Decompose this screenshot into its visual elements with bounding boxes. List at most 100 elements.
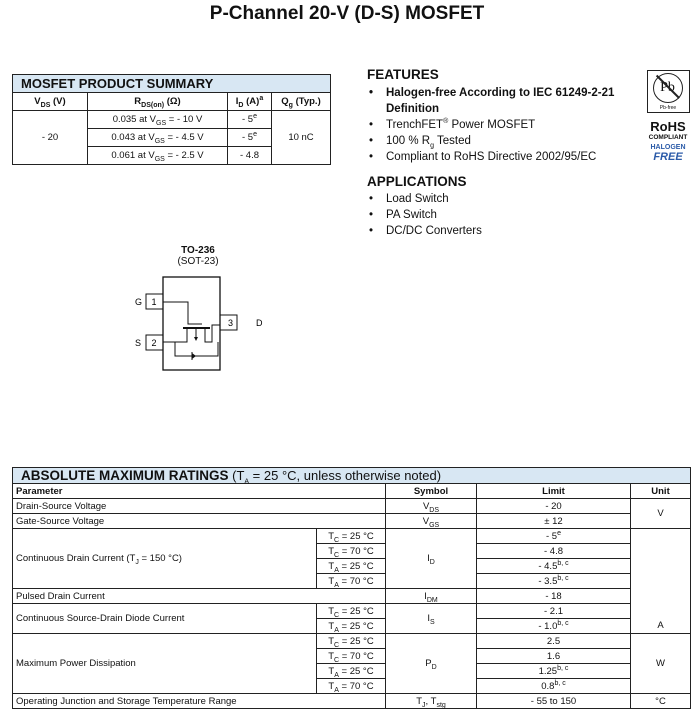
condition-cell: TA = 25 °C [316, 663, 386, 679]
summary-header-row: VDS (V) RDS(on) (Ω) ID (A)a Qg (Typ.) [12, 92, 331, 111]
table-row: TA = 25 °C 1.25b, c [13, 663, 691, 679]
limit-cell: - 20 [476, 498, 631, 514]
limit-cell: ± 12 [476, 513, 631, 529]
application-item: DC/DC Converters [367, 223, 637, 239]
limit-cell: 1.6 [476, 648, 631, 664]
table-row: TC = 70 °C - 4.8 [13, 543, 691, 559]
rds-value: 0.061 at VGS = - 2.5 V [87, 146, 228, 165]
condition-cell: TC = 25 °C [316, 528, 386, 544]
compliant-label: COMPLIANT [648, 134, 688, 141]
qg-value: 10 nC [271, 110, 331, 165]
package-diagram: TO-236 (SOT-23) [120, 245, 276, 267]
condition-cell: TC = 70 °C [316, 543, 386, 559]
pin-2-number: 2 [151, 338, 156, 348]
symbol-cell: TJ, Tstg [385, 693, 477, 709]
id-header: ID (A)a [227, 92, 272, 111]
parameter-cell: Drain-Source Voltage [12, 498, 386, 514]
condition-cell: TC = 70 °C [316, 648, 386, 664]
feature-item: Compliant to RoHS Directive 2002/95/EC [367, 149, 637, 165]
parameter-cell: Continuous Source-Drain Diode Current [12, 603, 317, 634]
table-row: Operating Junction and Storage Temperatu… [12, 693, 691, 709]
feature-item: TrenchFET® Power MOSFET [367, 117, 637, 133]
id-value: - 5e [227, 128, 272, 147]
feature-item: Halogen-free According to IEC 61249-2-21… [367, 85, 637, 117]
limit-header: Limit [476, 483, 631, 499]
pin-3-label: D [256, 318, 263, 328]
halogen-label: HALOGEN [650, 144, 686, 151]
qg-header: Qg (Typ.) [271, 92, 331, 111]
table-row: Continuous Source-Drain Diode Current TC … [12, 603, 691, 634]
table-row: TA = 25 °C - 4.5b, c [13, 558, 691, 574]
unit-header: Unit [630, 483, 691, 499]
pin-1-number: 1 [151, 297, 156, 307]
symbol-header: Symbol [385, 483, 477, 499]
absolute-maximum-ratings-table: ABSOLUTE MAXIMUM RATINGS (TA = 25 °C, un… [12, 467, 691, 709]
mosfet-symbol-icon [163, 301, 220, 357]
package-alt: (SOT-23) [177, 256, 219, 267]
limit-cell: 0.8b, c [476, 678, 631, 694]
symbol-cell: PD [385, 633, 477, 694]
symbol-cell: VGS [385, 513, 477, 529]
table-row: Pulsed Drain Current IDM - 18 [12, 588, 691, 604]
parameter-header: Parameter [12, 483, 386, 499]
feature-item: 100 % Rg Tested [367, 133, 637, 149]
parameter-cell: Pulsed Drain Current [12, 588, 386, 604]
symbol-cell: IDM [385, 588, 477, 604]
rds-value: 0.043 at VGS = - 4.5 V [87, 128, 228, 147]
unit-cell: A [630, 528, 691, 634]
limit-cell: - 3.5b, c [476, 573, 631, 589]
pin-2-label: S [135, 338, 141, 348]
id-value: - 4.8 [227, 146, 272, 165]
free-label: FREE [653, 151, 683, 163]
condition-cell: TA = 25 °C [316, 558, 386, 574]
features-section: FEATURES Halogen-free According to IEC 6… [367, 67, 637, 239]
package-name: TO-236 [181, 245, 215, 256]
condition-cell: TC = 25 °C [316, 633, 386, 649]
id-value: - 5e [227, 110, 272, 129]
application-item: Load Switch [367, 191, 637, 207]
pinout-diagram: 1 2 3 G S D [135, 276, 263, 371]
limit-cell: - 2.1 [476, 603, 631, 619]
page-title: P-Channel 20-V (D-S) MOSFET [209, 3, 485, 24]
symbol-cell: IS [385, 603, 477, 634]
unit-cell: °C [630, 693, 691, 709]
summary-heading: MOSFET PRODUCT SUMMARY [12, 74, 331, 93]
pin-1-label: G [135, 297, 142, 307]
symbol-cell: VDS [385, 498, 477, 514]
rds-header: RDS(on) (Ω) [87, 92, 228, 111]
table-row: 0.043 at VGS = - 4.5 V - 5e [13, 128, 331, 147]
vds-header: VDS (V) [12, 92, 88, 111]
pin-3-number: 3 [228, 318, 233, 328]
table-row: 0.061 at VGS = - 2.5 V - 4.8 [13, 146, 331, 165]
table-row: Gate-Source Voltage VGS ± 12 [12, 513, 691, 529]
table-row: Continuous Drain Current (TJ = 150 °C) TC… [12, 528, 691, 634]
condition-cell: TA = 70 °C [316, 573, 386, 589]
parameter-cell: Maximum Power Dissipation [12, 633, 317, 694]
unit-cell: W [630, 633, 691, 694]
condition-cell: TA = 70 °C [316, 678, 386, 694]
vds-value: - 20 [12, 110, 88, 165]
limit-cell: - 18 [476, 588, 631, 604]
table-row: Drain-Source Voltage VDS - 20 V [12, 498, 691, 529]
parameter-cell: Gate-Source Voltage [12, 513, 386, 529]
table-row: TC = 70 °C 1.6 [13, 648, 691, 664]
parameter-cell: Continuous Drain Current (TJ = 150 °C) [12, 528, 317, 589]
compliance-badges: Pb Pb-free RoHS COMPLIANT HALOGEN FREE [645, 70, 691, 163]
features-heading: FEATURES [367, 67, 439, 82]
rds-value: 0.035 at VGS = - 10 V [87, 110, 228, 129]
amr-header-row: Parameter Symbol Limit Unit [12, 483, 691, 499]
limit-cell: - 55 to 150 [476, 693, 631, 709]
unit-cell: V [630, 498, 691, 529]
limit-cell: - 5e [476, 528, 631, 544]
applications-heading: APPLICATIONS [367, 174, 467, 189]
diode-icon [192, 353, 196, 359]
condition-cell: TC = 25 °C [316, 603, 386, 619]
condition-cell: TA = 25 °C [316, 618, 386, 634]
limit-cell: - 4.8 [476, 543, 631, 559]
parameter-cell: Operating Junction and Storage Temperatu… [12, 693, 386, 709]
amr-heading: ABSOLUTE MAXIMUM RATINGS (TA = 25 °C, un… [12, 467, 691, 486]
table-row: TA = 70 °C - 3.5b, c [13, 573, 691, 589]
limit-cell: 2.5 [476, 633, 631, 649]
application-item: PA Switch [367, 207, 637, 223]
symbol-cell: ID [385, 528, 477, 589]
